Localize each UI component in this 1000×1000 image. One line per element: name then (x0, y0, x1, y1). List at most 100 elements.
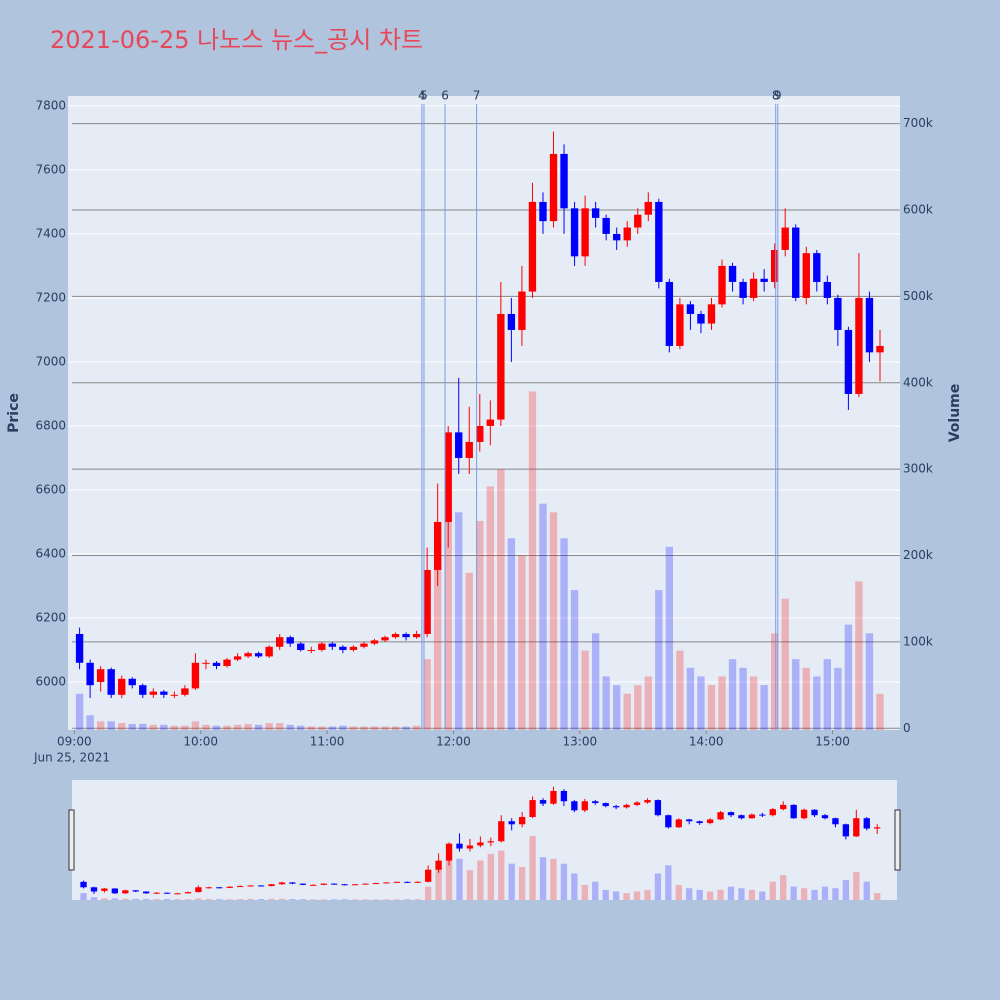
mini-candle-body (424, 869, 432, 882)
volume-bar (770, 633, 779, 730)
volume-bar (423, 659, 431, 730)
candle-body (318, 643, 326, 650)
volume-bar (718, 676, 726, 730)
mini-volume-bar (466, 870, 474, 900)
volume-bar (391, 726, 400, 730)
volume-bar (96, 721, 105, 730)
mini-volume-bar (539, 857, 547, 900)
rangeslider (72, 780, 897, 900)
mini-volume-bar (205, 899, 213, 900)
volume-bar (560, 538, 568, 730)
volume-bar (276, 723, 284, 730)
volume-bar (128, 723, 136, 730)
mini-volume-bar (153, 899, 160, 900)
volume-bar (876, 693, 884, 730)
mini-volume-bar (320, 899, 327, 900)
mini-volume-bar (665, 865, 672, 900)
volume-bar (339, 725, 347, 730)
candle-body (476, 425, 484, 442)
mini-candle-body (727, 812, 735, 816)
candle-body (518, 291, 526, 330)
candle-body (570, 208, 579, 257)
mini-candle-body (550, 790, 557, 804)
mini-volume-bar (278, 898, 286, 900)
rangeslider-handle[interactable] (894, 809, 901, 871)
mini-candle-body (278, 882, 286, 885)
mini-volume-bar (477, 860, 484, 900)
event-label: 6 (441, 89, 449, 103)
mini-volume-bar (247, 898, 254, 900)
candle-body (444, 432, 452, 522)
candle-body (539, 201, 547, 222)
mini-candle-body (675, 819, 682, 828)
candle-body (455, 432, 463, 458)
mini-candle-body (257, 885, 265, 887)
volume-bar (802, 667, 810, 730)
candle-body (191, 662, 200, 689)
mini-volume-bar (445, 847, 453, 900)
mini-volume-bar (727, 886, 735, 900)
mini-volume-bar (268, 898, 275, 900)
mini-candle-body (184, 892, 192, 894)
volume-bar (349, 726, 358, 730)
x-tick-label: 09:00 (57, 735, 92, 749)
mini-candle-body (832, 818, 839, 825)
mini-volume-bar (623, 893, 630, 900)
mini-candle-body (811, 809, 818, 816)
candle-body (623, 227, 631, 241)
candle-body (834, 297, 842, 330)
mini-candle-body (800, 809, 808, 819)
mini-volume-bar (362, 899, 369, 900)
mini-candle-body (602, 803, 609, 807)
volume-bar (749, 676, 758, 730)
mini-candle-body (414, 881, 421, 883)
mini-candle-body (143, 891, 150, 894)
volume-bar (244, 723, 252, 730)
mini-volume-bar (654, 873, 662, 900)
y2-axis-title: Volume (947, 384, 963, 443)
candle-body (412, 633, 421, 638)
candle-body (96, 669, 105, 682)
mini-candle-body (477, 842, 484, 846)
candle-body (297, 643, 305, 650)
y2-tick-label: 500k (903, 289, 933, 303)
event-label: 5 (420, 89, 428, 103)
mini-candle-body (310, 884, 317, 886)
y-tick-label: 7200 (35, 290, 66, 304)
mini-candle-body (393, 881, 400, 883)
candle-body (591, 208, 600, 218)
mini-volume-bar (644, 889, 651, 900)
mini-volume-bar (853, 871, 860, 900)
volume-bar (581, 650, 589, 730)
mini-volume-bar (174, 899, 181, 900)
candle-body (507, 313, 516, 330)
candle-body (728, 265, 737, 282)
mini-volume-bar (122, 898, 129, 900)
mini-candle-body (101, 888, 108, 891)
volume-bar (781, 598, 789, 730)
y-tick-label: 6200 (35, 610, 66, 624)
volume-bar (549, 512, 558, 730)
mini-volume-bar (310, 899, 317, 900)
candle-body (813, 253, 821, 282)
mini-candle-body (111, 888, 119, 894)
mini-volume-bar (404, 899, 411, 900)
candle-body (686, 304, 695, 314)
candle-body (328, 643, 337, 647)
volume-bar (233, 724, 242, 730)
volume-bar (634, 685, 642, 730)
candle-body (360, 643, 368, 647)
mini-volume-bar (498, 850, 505, 900)
volume-bar (602, 676, 610, 730)
candle-body (139, 685, 147, 695)
candle-body (254, 653, 263, 657)
candle-body (107, 669, 115, 695)
mini-volume-bar (132, 898, 139, 900)
event-label: 4 (418, 89, 426, 103)
candle-body (497, 313, 505, 420)
candle-body (528, 201, 537, 292)
rangeslider-handle[interactable] (68, 809, 75, 871)
mini-candle-body (487, 841, 494, 843)
mini-candle-body (351, 884, 359, 886)
y2-tick-label: 700k (903, 116, 933, 130)
